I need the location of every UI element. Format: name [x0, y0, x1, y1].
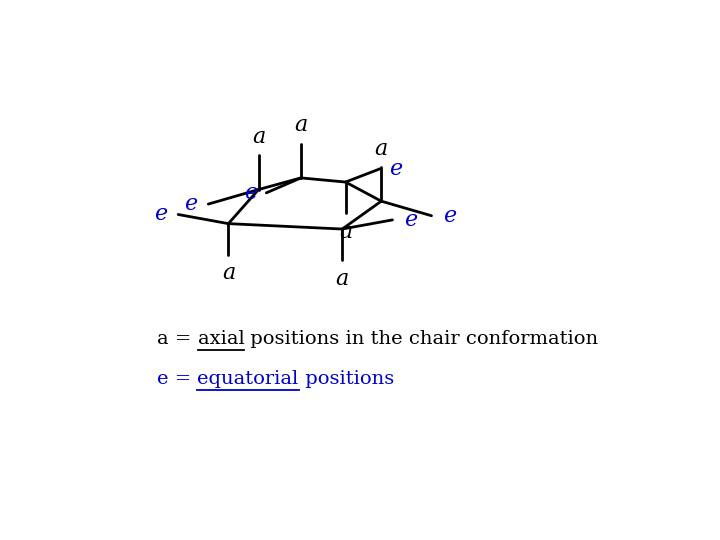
- Text: e: e: [184, 193, 197, 215]
- Text: a =: a =: [157, 330, 197, 348]
- Text: a: a: [252, 126, 265, 148]
- Text: a: a: [294, 114, 307, 136]
- Text: equatorial: equatorial: [197, 370, 299, 388]
- Text: axial: axial: [197, 330, 244, 348]
- Text: positions: positions: [299, 370, 394, 388]
- Text: e: e: [390, 158, 402, 180]
- Text: positions in the chair conformation: positions in the chair conformation: [244, 330, 598, 348]
- Text: a: a: [374, 138, 388, 160]
- Text: e: e: [154, 204, 167, 226]
- Text: e: e: [244, 182, 257, 204]
- Text: a: a: [339, 221, 352, 242]
- Text: a: a: [336, 268, 349, 290]
- Text: e: e: [443, 205, 456, 227]
- Text: e =: e =: [157, 370, 197, 388]
- Text: a: a: [222, 262, 235, 284]
- Text: e: e: [404, 209, 417, 231]
